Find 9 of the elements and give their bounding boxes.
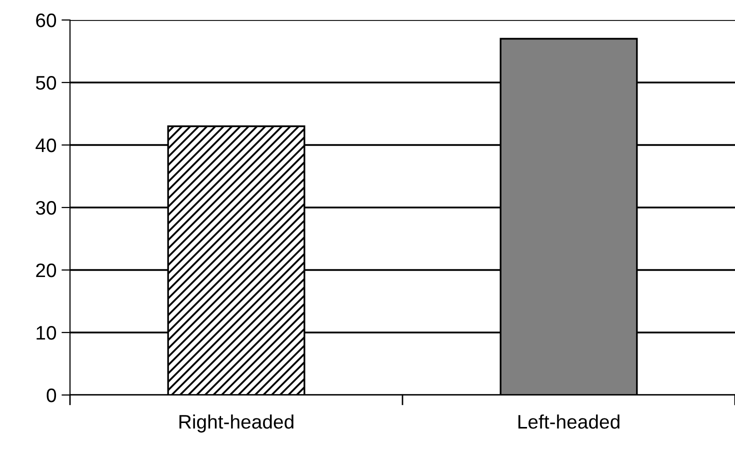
y-tick-label: 10: [36, 326, 56, 340]
y-tick-label: 40: [36, 138, 56, 152]
y-tick-label: 60: [36, 13, 56, 28]
y-tick-label: 0: [46, 388, 56, 402]
x-tick-label: Right-headed: [179, 414, 294, 433]
x-tick-label: Left-headed: [518, 414, 620, 429]
y-tick-label: 30: [36, 200, 56, 215]
y-tick-label: 50: [36, 76, 56, 90]
y-tick-label: 20: [36, 263, 56, 278]
